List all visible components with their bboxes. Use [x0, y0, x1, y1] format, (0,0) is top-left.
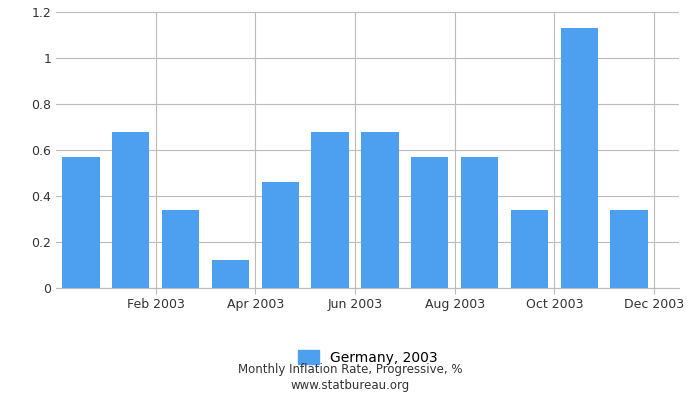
Bar	[561, 28, 598, 288]
Bar	[312, 132, 349, 288]
Bar	[361, 132, 399, 288]
Bar	[411, 157, 449, 288]
Bar	[511, 210, 548, 288]
Legend: Germany, 2003: Germany, 2003	[292, 345, 443, 370]
Bar	[62, 157, 99, 288]
Bar	[262, 182, 299, 288]
Bar	[162, 210, 200, 288]
Bar	[610, 210, 648, 288]
Bar	[112, 132, 150, 288]
Bar	[211, 260, 249, 288]
Text: www.statbureau.org: www.statbureau.org	[290, 380, 410, 392]
Text: Monthly Inflation Rate, Progressive, %: Monthly Inflation Rate, Progressive, %	[238, 364, 462, 376]
Bar	[461, 157, 498, 288]
